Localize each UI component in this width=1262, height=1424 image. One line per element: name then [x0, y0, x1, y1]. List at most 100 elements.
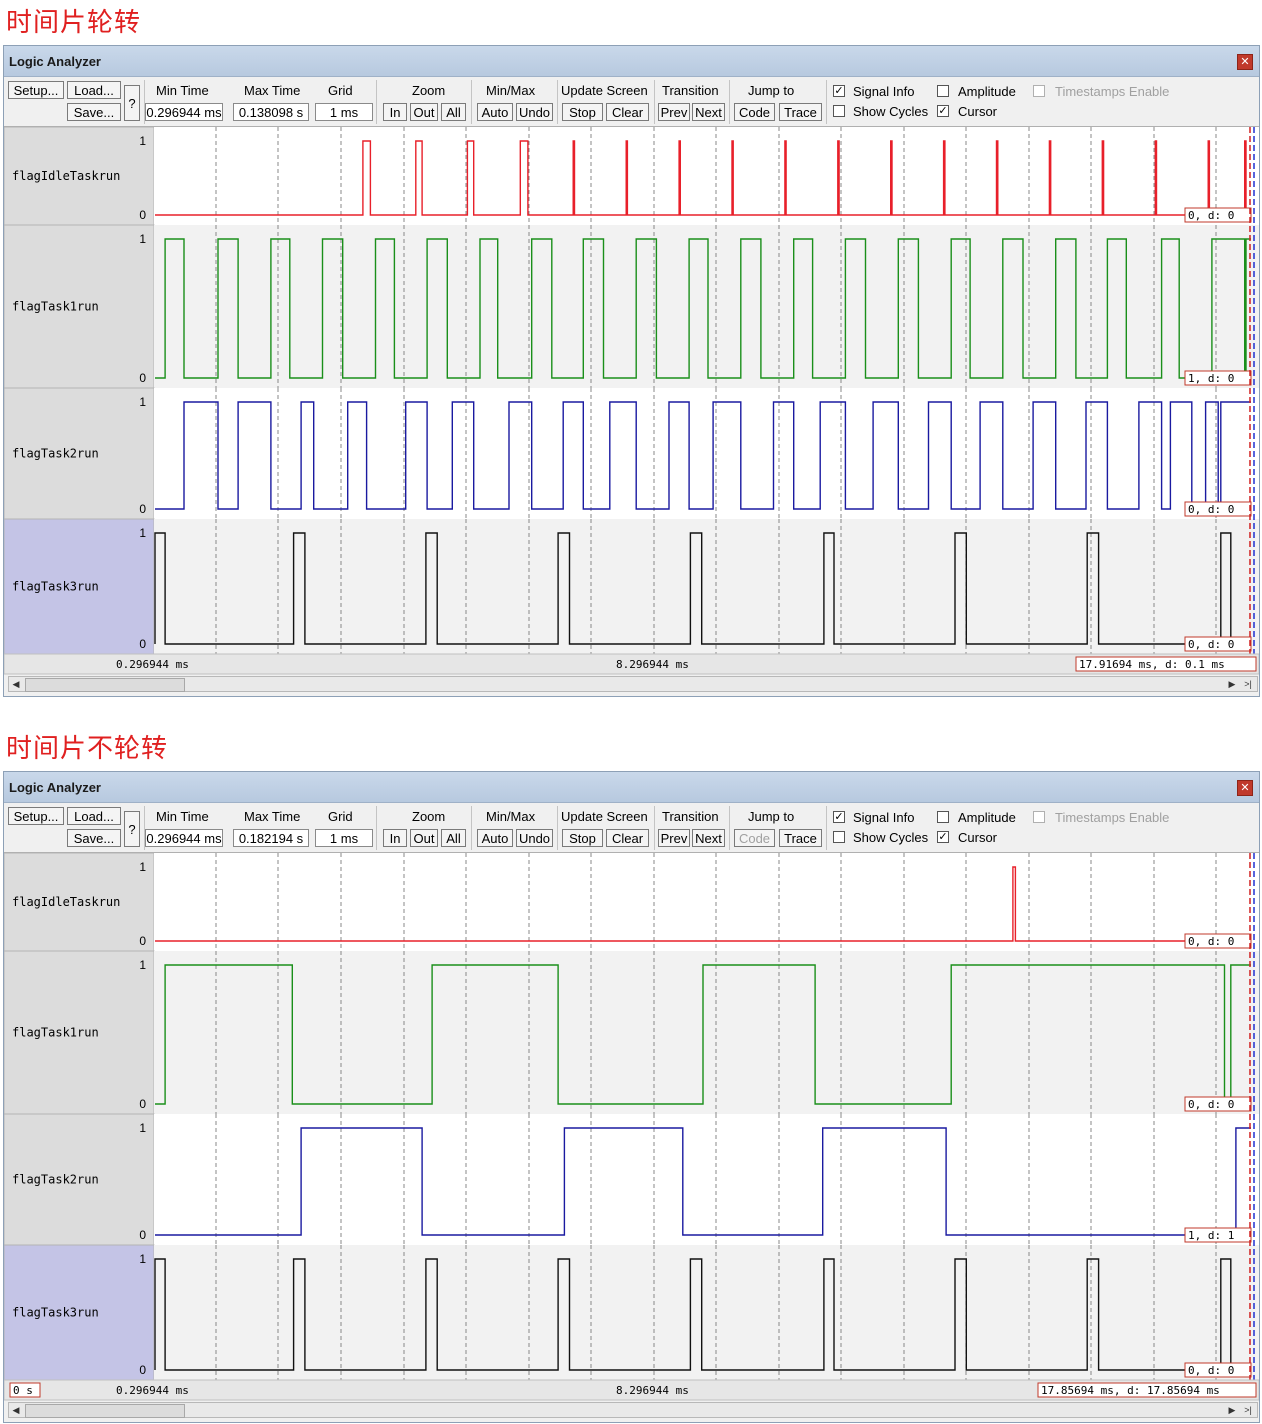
signal-info-checkbox[interactable]: ✓ [833, 811, 845, 823]
show-cycles-checkbox[interactable] [833, 105, 845, 117]
close-icon[interactable]: ✕ [1237, 780, 1253, 796]
signal-info-text: 1, d: 0 [1188, 372, 1234, 385]
toolbar: Setup... Load... Save... ? Min Time 0.29… [4, 803, 1259, 853]
auto-button[interactable]: Auto [477, 829, 513, 847]
prev-button[interactable]: Prev [658, 829, 690, 847]
next-button[interactable]: Next [692, 103, 725, 121]
waveform-svg[interactable]: flagIdleTaskrun 1 0 0, d: 0 flagTask1run 1 0 0,… [4, 853, 1259, 1403]
zoom-all-button[interactable]: All [441, 829, 466, 847]
max-time-value: 0.138098 s [233, 103, 309, 121]
trace-button[interactable]: Trace [779, 103, 822, 121]
stop-button[interactable]: Stop [562, 829, 603, 847]
help-button[interactable]: ? [124, 811, 140, 847]
scroll-thumb[interactable] [25, 1404, 185, 1418]
signal-high-label: 1 [139, 526, 146, 540]
zoom-in-button[interactable]: In [383, 103, 407, 121]
signal-trace [155, 866, 1251, 942]
load-button[interactable]: Load... [67, 81, 121, 99]
save-button[interactable]: Save... [67, 829, 121, 847]
toolbar-separator [826, 80, 827, 124]
signal-low-label: 0 [139, 1097, 146, 1111]
waveform-area[interactable]: flagIdleTaskrun 1 0 0, d: 0 flagTask1run 1 0 1,… [4, 127, 1259, 677]
scroll-end-icon[interactable]: >| [1244, 679, 1252, 689]
scroll-thumb[interactable] [25, 678, 185, 692]
signal-plot-row [154, 951, 1259, 1114]
scroll-end-icon[interactable]: >| [1244, 1405, 1252, 1415]
signal-info-text: 1, d: 1 [1188, 1229, 1234, 1242]
signal-label-cell[interactable] [4, 950, 155, 1115]
update-screen-label: Update Screen [561, 809, 648, 824]
horizontal-scrollbar[interactable]: ◀ ▶ >| [8, 1402, 1258, 1418]
waveform-svg[interactable]: flagIdleTaskrun 1 0 0, d: 0 flagTask1run 1 0 1,… [4, 127, 1259, 677]
zoom-in-button[interactable]: In [383, 829, 407, 847]
cursor-label: Cursor [958, 104, 998, 119]
minmax-label: Min/Max [486, 809, 536, 824]
signal-info-box [1184, 933, 1252, 949]
signal-label-cell[interactable] [4, 127, 155, 226]
show-cycles-label: Show Cycles [853, 830, 929, 845]
timestamps-checkbox[interactable] [1033, 85, 1045, 97]
signal-info-text: 0, d: 0 [1188, 1364, 1234, 1377]
cursor-checkbox[interactable]: ✓ [937, 105, 949, 117]
undo-button[interactable]: Undo [516, 103, 553, 121]
timestamps-checkbox[interactable] [1033, 811, 1045, 823]
signal-info-text: 0, d: 0 [1188, 503, 1234, 516]
scroll-left-icon[interactable]: ◀ [12, 1405, 20, 1415]
next-button[interactable]: Next [692, 829, 725, 847]
signal-high-label: 1 [139, 1121, 146, 1135]
zoom-out-button[interactable]: Out [410, 829, 438, 847]
stop-button[interactable]: Stop [562, 103, 603, 121]
title-bar: Logic Analyzer ✕ [4, 772, 1259, 803]
undo-button[interactable]: Undo [516, 829, 553, 847]
save-button[interactable]: Save... [67, 103, 121, 121]
signal-name: flagTask2run [12, 447, 99, 461]
signal-trace [155, 401, 1251, 510]
signal-name: flagIdleTaskrun [12, 895, 120, 909]
signal-plot-row [154, 1114, 1259, 1245]
close-icon[interactable]: ✕ [1237, 54, 1253, 70]
setup-button[interactable]: Setup... [8, 807, 64, 825]
signal-low-label: 0 [139, 1363, 146, 1377]
signal-label-cell[interactable] [4, 224, 155, 389]
signal-label-cell[interactable] [4, 853, 155, 952]
show-cycles-checkbox[interactable] [833, 831, 845, 843]
signal-info-checkbox[interactable]: ✓ [833, 85, 845, 97]
time-cursor-label: 17.85694 ms, d: 17.85694 ms [1041, 1384, 1220, 1397]
jump-to-label: Jump to [748, 83, 795, 98]
auto-button[interactable]: Auto [477, 103, 513, 121]
amplitude-checkbox[interactable] [937, 811, 949, 823]
cursor-checkbox[interactable]: ✓ [937, 831, 949, 843]
scroll-right-icon[interactable]: ▶ [1228, 679, 1236, 689]
toolbar-separator [376, 806, 377, 850]
code-button[interactable]: Code [734, 103, 775, 121]
signal-plot-row [154, 519, 1259, 654]
clear-button[interactable]: Clear [606, 103, 649, 121]
help-button[interactable]: ? [124, 85, 140, 121]
time-axis-bar [4, 1379, 1259, 1401]
signal-high-label: 1 [139, 1252, 146, 1266]
signal-plot-row [154, 225, 1259, 388]
clear-button[interactable]: Clear [606, 829, 649, 847]
setup-button[interactable]: Setup... [8, 81, 64, 99]
scroll-right-icon[interactable]: ▶ [1228, 1405, 1236, 1415]
scroll-left-icon[interactable]: ◀ [12, 679, 20, 689]
signal-info-text: 0, d: 0 [1188, 638, 1234, 651]
time-mid-label: 8.296944 ms [616, 658, 689, 671]
horizontal-scrollbar[interactable]: ◀ ▶ >| [8, 676, 1258, 692]
zoom-out-button[interactable]: Out [410, 103, 438, 121]
signal-name: flagTask1run [12, 1026, 99, 1040]
code-button[interactable]: Code [734, 829, 775, 847]
signal-plot-row [154, 127, 1259, 225]
prev-button[interactable]: Prev [658, 103, 690, 121]
signal-label-cell[interactable] [4, 1113, 155, 1246]
zoom-all-button[interactable]: All [441, 103, 466, 121]
time-cursor-label: 17.91694 ms, d: 0.1 ms [1079, 658, 1225, 671]
signal-info-box [1184, 1362, 1252, 1378]
title-bar: Logic Analyzer ✕ [4, 46, 1259, 77]
signal-label-cell[interactable] [4, 387, 155, 520]
trace-button[interactable]: Trace [779, 829, 822, 847]
load-button[interactable]: Load... [67, 807, 121, 825]
amplitude-checkbox[interactable] [937, 85, 949, 97]
max-time-label: Max Time [244, 809, 301, 824]
waveform-area[interactable]: flagIdleTaskrun 1 0 0, d: 0 flagTask1run 1 0 0,… [4, 853, 1259, 1403]
